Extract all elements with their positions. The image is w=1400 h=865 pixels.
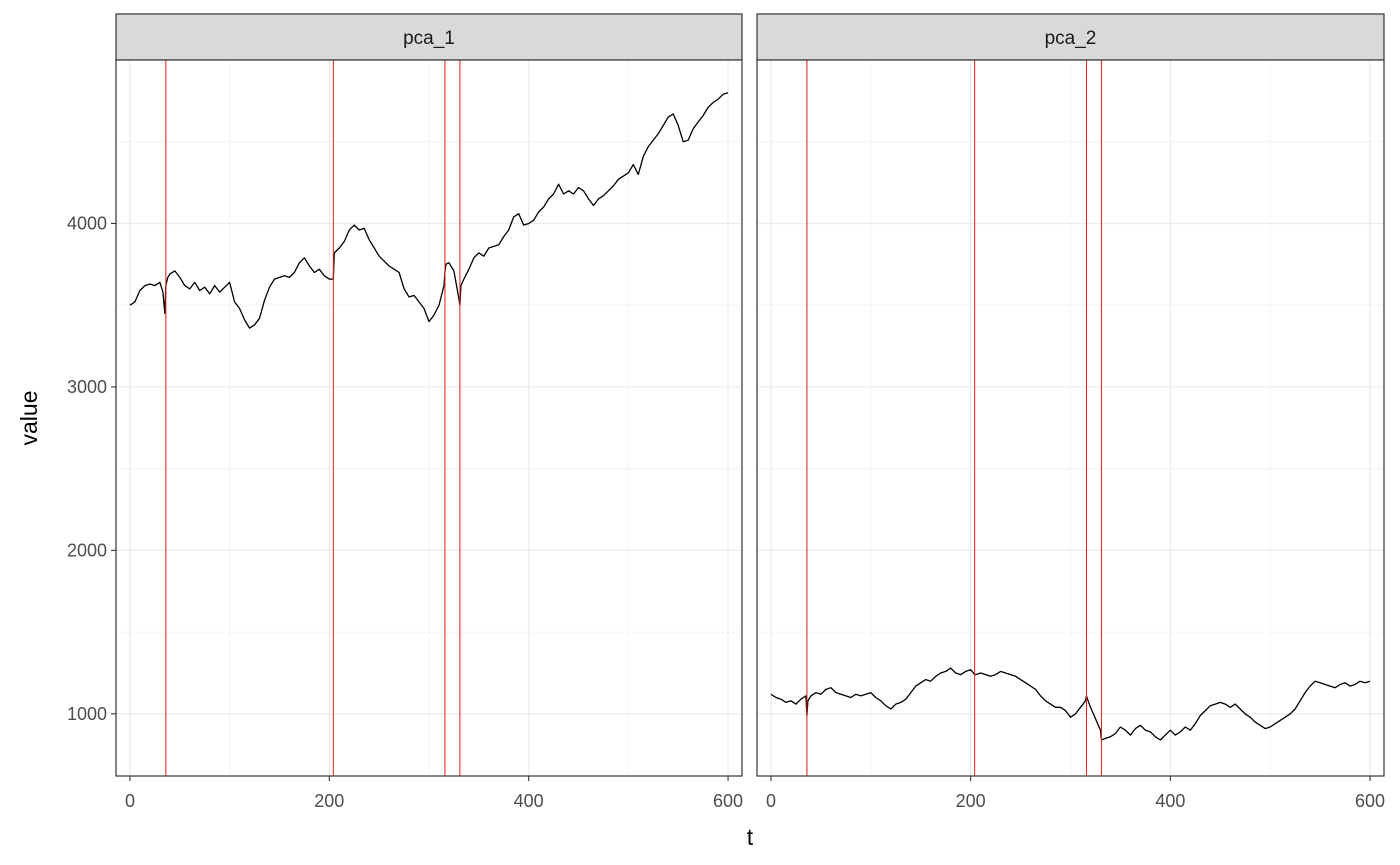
panel-border xyxy=(115,59,743,777)
x-tick-label: 0 xyxy=(766,791,776,811)
x-tick-label: 400 xyxy=(514,791,544,811)
x-tick-label: 200 xyxy=(956,791,986,811)
x-tick-label: 400 xyxy=(1155,791,1185,811)
facet-strip xyxy=(115,13,743,61)
series-line-pca_1 xyxy=(129,92,729,329)
facet-panel-pca_1: pca_1 0 200 400 600 1000 2000 3000 4000 xyxy=(67,13,743,811)
y-tick-label: 4000 xyxy=(67,213,107,233)
facet-strip-label: pca_1 xyxy=(403,28,455,49)
facet-panel-pca_2: pca_2 0 200 400 600 xyxy=(756,13,1385,811)
x-tick-label: 200 xyxy=(314,791,344,811)
x-tick-label: 600 xyxy=(1355,791,1385,811)
y-tick-label: 2000 xyxy=(67,540,107,560)
y-tick-label: 3000 xyxy=(67,377,107,397)
y-tick-label: 1000 xyxy=(67,704,107,724)
x-tick-label: 0 xyxy=(125,791,135,811)
x-axis-title: t xyxy=(747,824,754,850)
x-tick-label: 600 xyxy=(713,791,743,811)
panels: pca_1 0 200 400 600 1000 2000 3000 4000 pca_2 0 200… xyxy=(67,13,1385,811)
y-axis-title: value xyxy=(16,391,42,446)
facet-strip-label: pca_2 xyxy=(1045,28,1097,49)
panel-border xyxy=(756,59,1385,777)
series-line-pca_2 xyxy=(770,667,1371,741)
